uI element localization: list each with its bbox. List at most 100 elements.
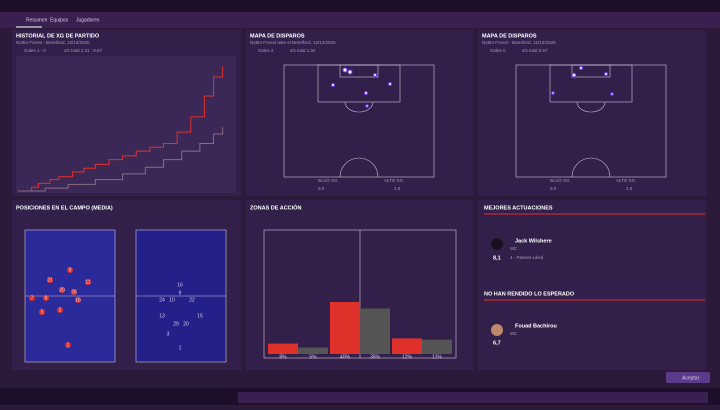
panel-title: POSICIONES EN EL CAMPO (MEDIA) <box>16 205 113 211</box>
xg-total: xG total 1.31 : 0.67 <box>64 48 103 53</box>
zone-bar <box>268 343 298 354</box>
player-number: 16 <box>177 282 183 288</box>
player-number: 24 <box>159 297 165 303</box>
zone-bar <box>422 339 452 354</box>
tab[interactable]: Resumen <box>26 17 48 23</box>
shots <box>331 67 392 108</box>
player-dot <box>65 342 71 348</box>
xg-total: xG total 0.67 <box>522 48 548 53</box>
accept-button[interactable] <box>666 372 710 383</box>
goals: Goles 2 <box>258 48 274 53</box>
player-photo <box>491 238 503 250</box>
player-dot <box>39 309 45 315</box>
subtitle: Nottm Forest ante el Brentford, 12/12/20… <box>250 40 336 45</box>
zone-bars: 8% 40% 12% 5% 35% 11% <box>268 302 452 360</box>
xg-line <box>18 66 224 192</box>
tab-bar <box>0 12 720 28</box>
player-number: 9 <box>69 267 72 273</box>
tab[interactable]: Equipos <box>50 17 69 23</box>
zone-label: 11% <box>432 354 442 360</box>
top-bar <box>0 0 720 12</box>
subtitle: Nottm Forest - Brentford, 12/12/2020 <box>16 40 90 45</box>
legend-max: 1.0 <box>626 186 633 191</box>
tab[interactable]: Jugadores <box>76 17 100 23</box>
player-number: 9 <box>179 290 182 296</box>
player-number: 21 <box>47 277 53 283</box>
panel-title: MAPA DE DISPAROS <box>250 33 305 39</box>
player-number: 26 <box>71 289 77 295</box>
pitch-lines <box>24 229 227 363</box>
legend-max: 1.0 <box>394 186 401 191</box>
xg-chart <box>18 66 224 192</box>
zone-label: 12% <box>402 354 413 360</box>
legend-high: ALTO XG <box>384 178 404 183</box>
shots <box>551 66 614 96</box>
zone-label: 8% <box>279 354 287 360</box>
player-number: 5 <box>41 309 44 315</box>
note: 4 - Passes Liked <box>510 255 544 260</box>
player-number: 20 <box>183 321 189 327</box>
player-number: 13 <box>159 313 165 319</box>
player-number: 11 <box>85 279 90 285</box>
player-dot <box>29 295 35 301</box>
player-dot <box>43 295 49 301</box>
pitch <box>283 64 435 178</box>
player-dot <box>67 267 73 273</box>
pitch <box>515 64 667 178</box>
player-number: 16 <box>75 297 81 303</box>
zone-bar <box>360 308 390 354</box>
player-name: Fouad Bachirou <box>515 323 557 329</box>
zone-bar <box>298 347 328 354</box>
panel-title: MEJORES ACTUACIONES <box>484 205 553 211</box>
player-dot <box>85 279 91 285</box>
panel <box>478 200 706 370</box>
player-number: 29 <box>173 321 179 327</box>
player-position: MC <box>510 331 518 336</box>
player-number: 15 <box>197 313 203 319</box>
goals: Goles 1 : 0 <box>24 48 46 53</box>
panel-title: HISTORIAL DE XG DE PARTIDO <box>16 33 100 39</box>
accept-label[interactable]: Aceptar <box>682 375 700 381</box>
zone-label: 40% <box>340 354 351 360</box>
panel <box>246 30 473 196</box>
legend-min: 0.0 <box>318 186 325 191</box>
player-position: MC <box>510 246 518 251</box>
player-dot <box>47 277 53 283</box>
player-number: 1 <box>179 345 182 351</box>
panel-title: ZONAS DE ACCIÓN <box>250 203 301 211</box>
zone-bar <box>392 338 422 354</box>
xg-chart-bg <box>16 56 236 193</box>
player-dot <box>57 307 63 313</box>
fixtures-strip <box>238 392 708 403</box>
subtitle: Nottm Forest - Brentford, 12/12/2020 <box>482 40 556 45</box>
goals: Goles 0 <box>490 48 506 53</box>
player-number: 20 <box>59 287 65 293</box>
player-dot <box>71 289 77 295</box>
zone-bar <box>330 302 360 354</box>
player-number: 2 <box>59 307 62 313</box>
zone-label: 35% <box>370 354 381 360</box>
player-number: 3 <box>167 331 170 337</box>
legend-low: BAJO XG <box>318 178 338 183</box>
player-number: 1 <box>67 342 70 348</box>
panel-title: MAPA DE DISPAROS <box>482 33 537 39</box>
zone-label: 5% <box>309 354 317 360</box>
xg-total: xG total 1.02 <box>290 48 316 53</box>
player-photo <box>491 324 503 336</box>
player-number: 10 <box>169 297 175 303</box>
legend-high: ALTO XG <box>616 178 636 183</box>
player-number: 8 <box>45 295 48 301</box>
rating: 6,7 <box>493 340 501 346</box>
player-name: Jack Wilshere <box>515 238 552 244</box>
panel <box>478 30 706 196</box>
player-dot <box>75 297 81 303</box>
player-number: 7 <box>31 295 34 301</box>
panel-title: NO HAN RENDIDO LO ESPERADO <box>484 291 575 297</box>
player-number: 22 <box>189 297 195 303</box>
legend-low: BAJO XG <box>550 178 570 183</box>
legend-min: 0.0 <box>550 186 557 191</box>
rating: 8,1 <box>493 255 501 261</box>
player-dot <box>59 287 65 293</box>
